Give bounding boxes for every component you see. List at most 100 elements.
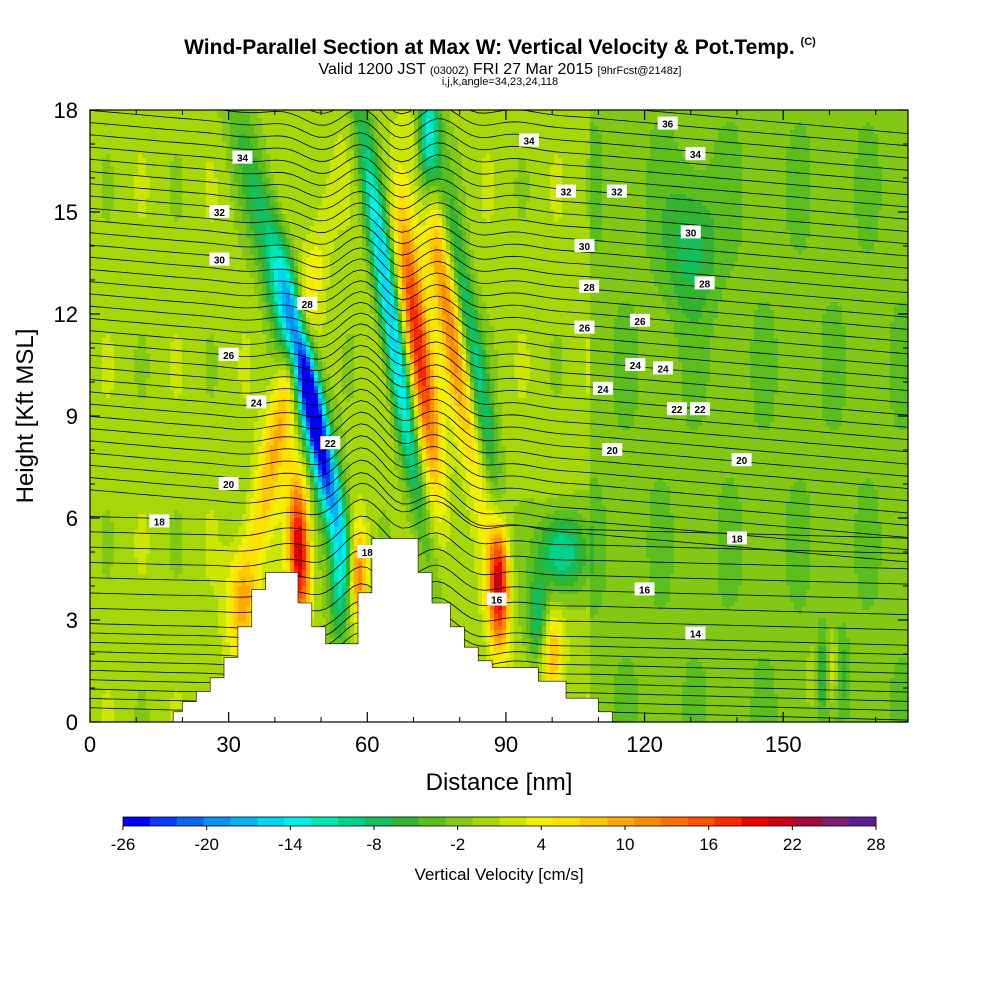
velocity-cell [706,110,711,115]
velocity-cell [186,126,191,131]
velocity-cell [422,130,427,135]
velocity-cell [734,110,739,115]
velocity-cell [214,114,219,119]
velocity-cell [810,122,815,127]
velocity-cell [306,110,311,115]
velocity-cell [330,138,335,143]
velocity-cell [810,118,815,123]
velocity-cell [638,138,643,143]
velocity-cell [438,110,443,115]
velocity-cell [150,118,155,123]
velocity-cell [758,126,763,131]
velocity-cell [766,126,771,131]
velocity-cell [866,118,871,123]
velocity-cell [522,126,527,131]
velocity-cell [186,110,191,115]
velocity-cell [878,110,883,115]
velocity-cell [762,118,767,123]
velocity-cell [562,118,567,123]
velocity-cell [606,122,611,127]
velocity-cell [798,114,803,119]
velocity-cell [338,126,343,131]
velocity-cell [354,134,359,139]
velocity-cell [278,130,283,135]
velocity-cell [718,134,723,139]
velocity-cell [246,134,251,139]
velocity-cell [238,118,243,123]
velocity-cell [386,110,391,115]
velocity-cell [366,130,371,135]
velocity-cell [118,126,123,131]
velocity-cell [174,122,179,127]
velocity-cell [742,126,747,131]
velocity-cell [242,134,247,139]
velocity-cell [322,126,327,131]
velocity-cell [166,114,171,119]
velocity-cell [438,114,443,119]
velocity-cell [694,110,699,115]
velocity-cell [94,114,99,119]
velocity-cell [454,138,459,143]
velocity-cell [878,118,883,123]
velocity-cell [458,134,463,139]
velocity-cell [310,126,315,131]
velocity-cell [582,134,587,139]
velocity-cell [794,130,799,135]
velocity-cell [298,122,303,127]
velocity-cell [574,138,579,143]
velocity-cell [626,114,631,119]
velocity-cell [210,118,215,123]
velocity-cell [182,138,187,143]
velocity-cell [494,126,499,131]
velocity-cell [842,134,847,139]
velocity-cell [230,114,235,119]
velocity-cell [698,118,703,123]
velocity-cell [670,110,675,115]
velocity-cell [482,118,487,123]
velocity-cell [262,138,267,143]
velocity-cell [650,130,655,135]
velocity-cell [678,114,683,119]
velocity-cell [254,122,259,127]
velocity-cell [626,138,631,143]
velocity-cell [798,130,803,135]
velocity-cell [818,126,823,131]
velocity-cell [418,110,423,115]
velocity-cell [222,114,227,119]
velocity-cell [714,118,719,123]
velocity-cell [738,110,743,115]
velocity-cell [142,122,147,127]
velocity-cell [446,138,451,143]
velocity-cell [774,110,779,115]
velocity-cell [210,114,215,119]
velocity-cell [206,126,211,131]
velocity-cell [718,122,723,127]
velocity-cell [358,114,363,119]
velocity-cell [90,138,95,143]
velocity-cell [258,138,263,143]
velocity-cell [674,110,679,115]
velocity-cell [278,114,283,119]
velocity-cell [470,114,475,119]
velocity-cell [246,122,251,127]
velocity-cell [426,138,431,143]
velocity-cell [254,126,259,131]
velocity-cell [214,138,219,143]
velocity-cell [742,122,747,127]
velocity-cell [322,138,327,143]
velocity-cell [842,122,847,127]
velocity-cell [898,118,903,123]
velocity-cell [842,118,847,123]
velocity-cell [554,134,559,139]
velocity-cell [194,114,199,119]
velocity-cell [830,110,835,115]
velocity-cell [154,130,159,135]
velocity-cell [146,110,151,115]
velocity-cell [634,134,639,139]
velocity-cell [426,122,431,127]
velocity-cell [694,130,699,135]
velocity-cell [486,126,491,131]
velocity-cell [426,126,431,131]
velocity-cell [886,110,891,115]
velocity-cell [270,118,275,123]
